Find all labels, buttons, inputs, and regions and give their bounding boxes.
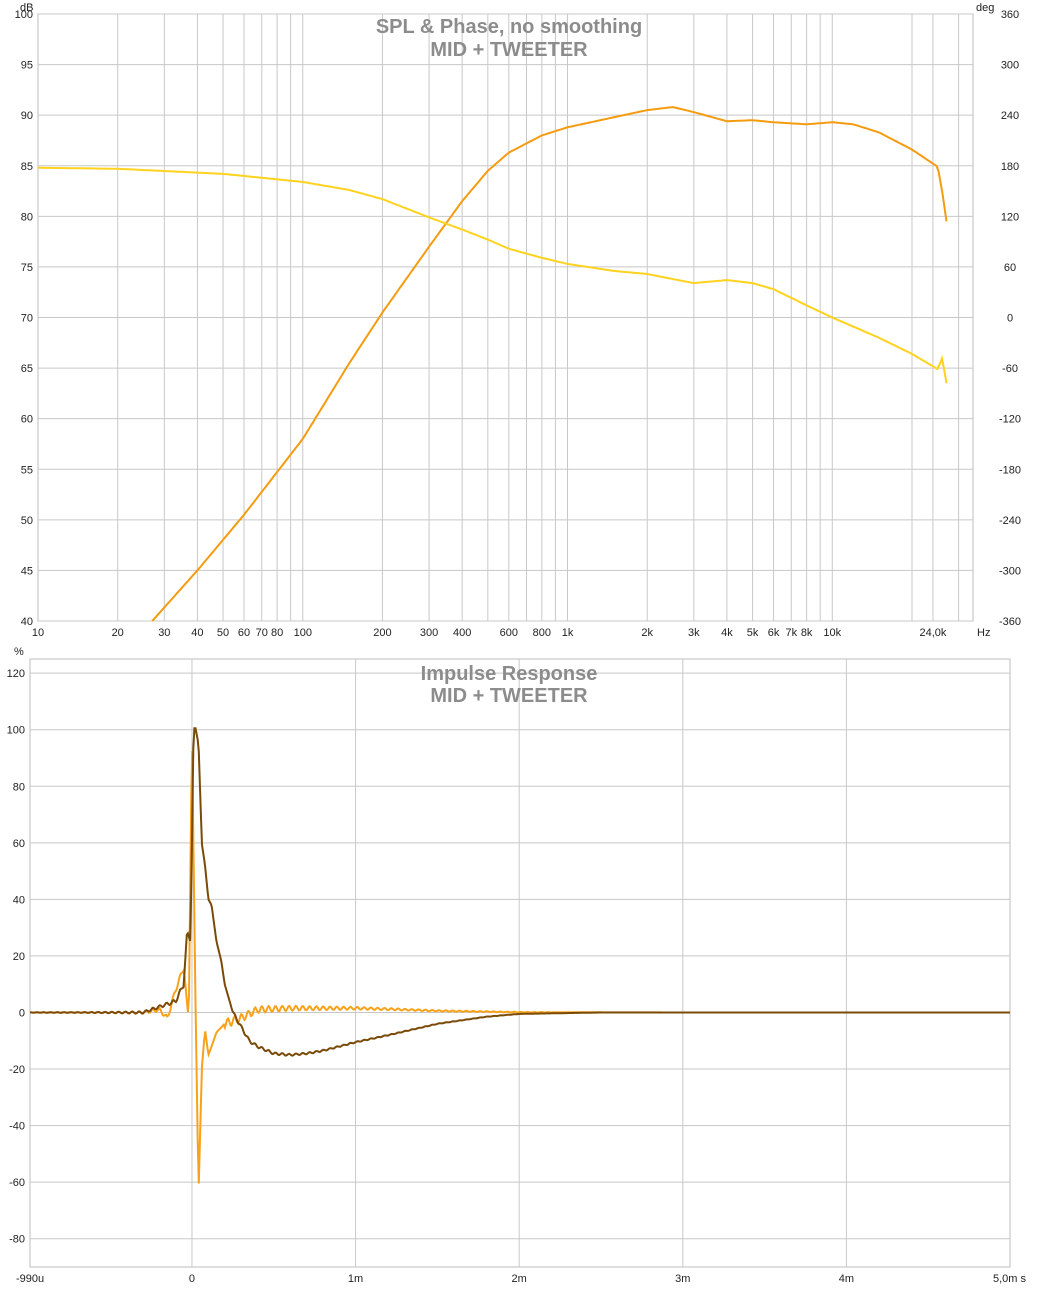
y2-tick-label: -120 [999,414,1021,426]
x-tick-label: 10k [823,627,841,639]
x-tick-label: 2m [512,1273,527,1285]
x-tick-label: 5k [747,627,759,639]
y-tick-label: 50 [21,515,33,527]
x-tick-label: 800 [533,627,551,639]
y-tick-label: -60 [9,1177,25,1189]
y-tick-label: 0 [19,1007,25,1019]
y2-tick-label: 360 [1001,9,1019,21]
x-tick-label: 30 [158,627,170,639]
x-tick-label: 4m [839,1273,854,1285]
x-tick-label: 0 [189,1273,195,1285]
x-tick-label: 1m [348,1273,363,1285]
y2-tick-label: 180 [1001,161,1019,173]
impulse-series [29,727,1010,1184]
y2-tick-label: 120 [1001,211,1019,223]
y-tick-label: 40 [13,894,25,906]
spl-curve [151,106,948,622]
y-tick-label: 45 [21,565,33,577]
y-tick-label: 85 [21,161,33,173]
y-tick-label: 95 [21,60,33,72]
x-tick-label: 100 [294,627,312,639]
y2-tick-label: -240 [999,515,1021,527]
x-tick-label: 1k [562,627,574,639]
y-tick-label: -40 [9,1121,25,1133]
y2-tick-label: 0 [1007,313,1013,325]
impulse-axis-unit: % [14,646,24,658]
y-tick-label: -80 [9,1234,25,1246]
y-tick-label: 100 [15,9,33,21]
y-tick-label: -20 [9,1064,25,1076]
phase-curve [38,166,948,384]
y-tick-label: 75 [21,262,33,274]
y2-tick-label: -180 [999,464,1021,476]
x-tick-label: -990u [16,1273,44,1285]
y-tick-label: 100 [7,725,25,737]
y-tick-label: 20 [13,951,25,963]
y2-tick-label: 300 [1001,60,1019,72]
impulse-plot-area [29,658,1011,1268]
y2-tick-label: -360 [999,616,1021,628]
x-tick-label: 60 [238,627,250,639]
x-tick-label: 70 [256,627,268,639]
x-tick-label: 400 [453,627,471,639]
spl-phase-grid [38,13,973,622]
y-tick-label: 40 [21,616,33,628]
y-tick-label: 60 [13,838,25,850]
x-tick-label: 6k [768,627,780,639]
x-tick-label: 20 [112,627,124,639]
time-x-ticks: -990u 0 1m 2m 3m 4m 5,0m s [16,1273,1026,1285]
x-tick-label: 24,0k [919,627,946,639]
y-tick-label: 55 [21,464,33,476]
x-tick-label: 3k [688,627,700,639]
x-tick-label: 300 [420,627,438,639]
y2-tick-label: -60 [1002,363,1018,375]
frequency-x-ticks: 10 20 30 40 50 60 70 80 100 200 300 400 600 800 1k 2k 3k… [32,627,947,639]
x-tick-label: 40 [191,627,203,639]
spl-phase-subtitle: MID + TWEETER [430,39,588,61]
x-tick-label: 50 [217,627,229,639]
x-tick-label: 10 [32,627,44,639]
y-tick-label: 120 [7,668,25,680]
x-tick-label: 2k [641,627,653,639]
spl-phase-title: SPL & Phase, no smoothing [376,16,642,38]
impulse-y-ticks: 120 100 80 60 40 20 0 -20 -40 -60 -80 [7,668,25,1246]
x-tick-label: 7k [785,627,797,639]
x-tick-label: 4k [721,627,733,639]
x-tick-label: 3m [675,1273,690,1285]
y2-tick-label: 60 [1004,262,1016,274]
spl-axis-unit: dB [20,2,33,14]
x-tick-label: 80 [271,627,283,639]
y2-tick-label: 240 [1001,110,1019,122]
spl-y-ticks: 100 95 90 85 80 75 70 65 60 55 50 45 40 [15,9,33,628]
x-tick-label: 5,0m s [993,1273,1027,1285]
phase-y2-ticks: 360 300 240 180 120 60 0 -60 -120 -180 -240 -300 -36… [999,9,1021,628]
x-tick-label: 8k [801,627,813,639]
impulse-subtitle: MID + TWEETER [430,685,588,707]
impulse-panel: 120 100 80 60 40 20 0 -20 -40 -60 -80 -990u 0 1m 2m 3m… [7,646,1027,1285]
x-tick-label: 200 [373,627,391,639]
x-tick-label: 600 [500,627,518,639]
y-tick-label: 65 [21,363,33,375]
y2-tick-label: -300 [999,565,1021,577]
frequency-axis-unit: Hz [977,627,990,639]
y-tick-label: 80 [13,781,25,793]
y-tick-label: 80 [21,211,33,223]
phase-axis-unit: deg [976,2,994,14]
y-tick-label: 60 [21,414,33,426]
spl-phase-series [38,106,948,622]
impulse-curve-dark [30,727,1010,1057]
impulse-title: Impulse Response [421,663,598,685]
y-tick-label: 90 [21,110,33,122]
y-tick-label: 70 [21,313,33,325]
